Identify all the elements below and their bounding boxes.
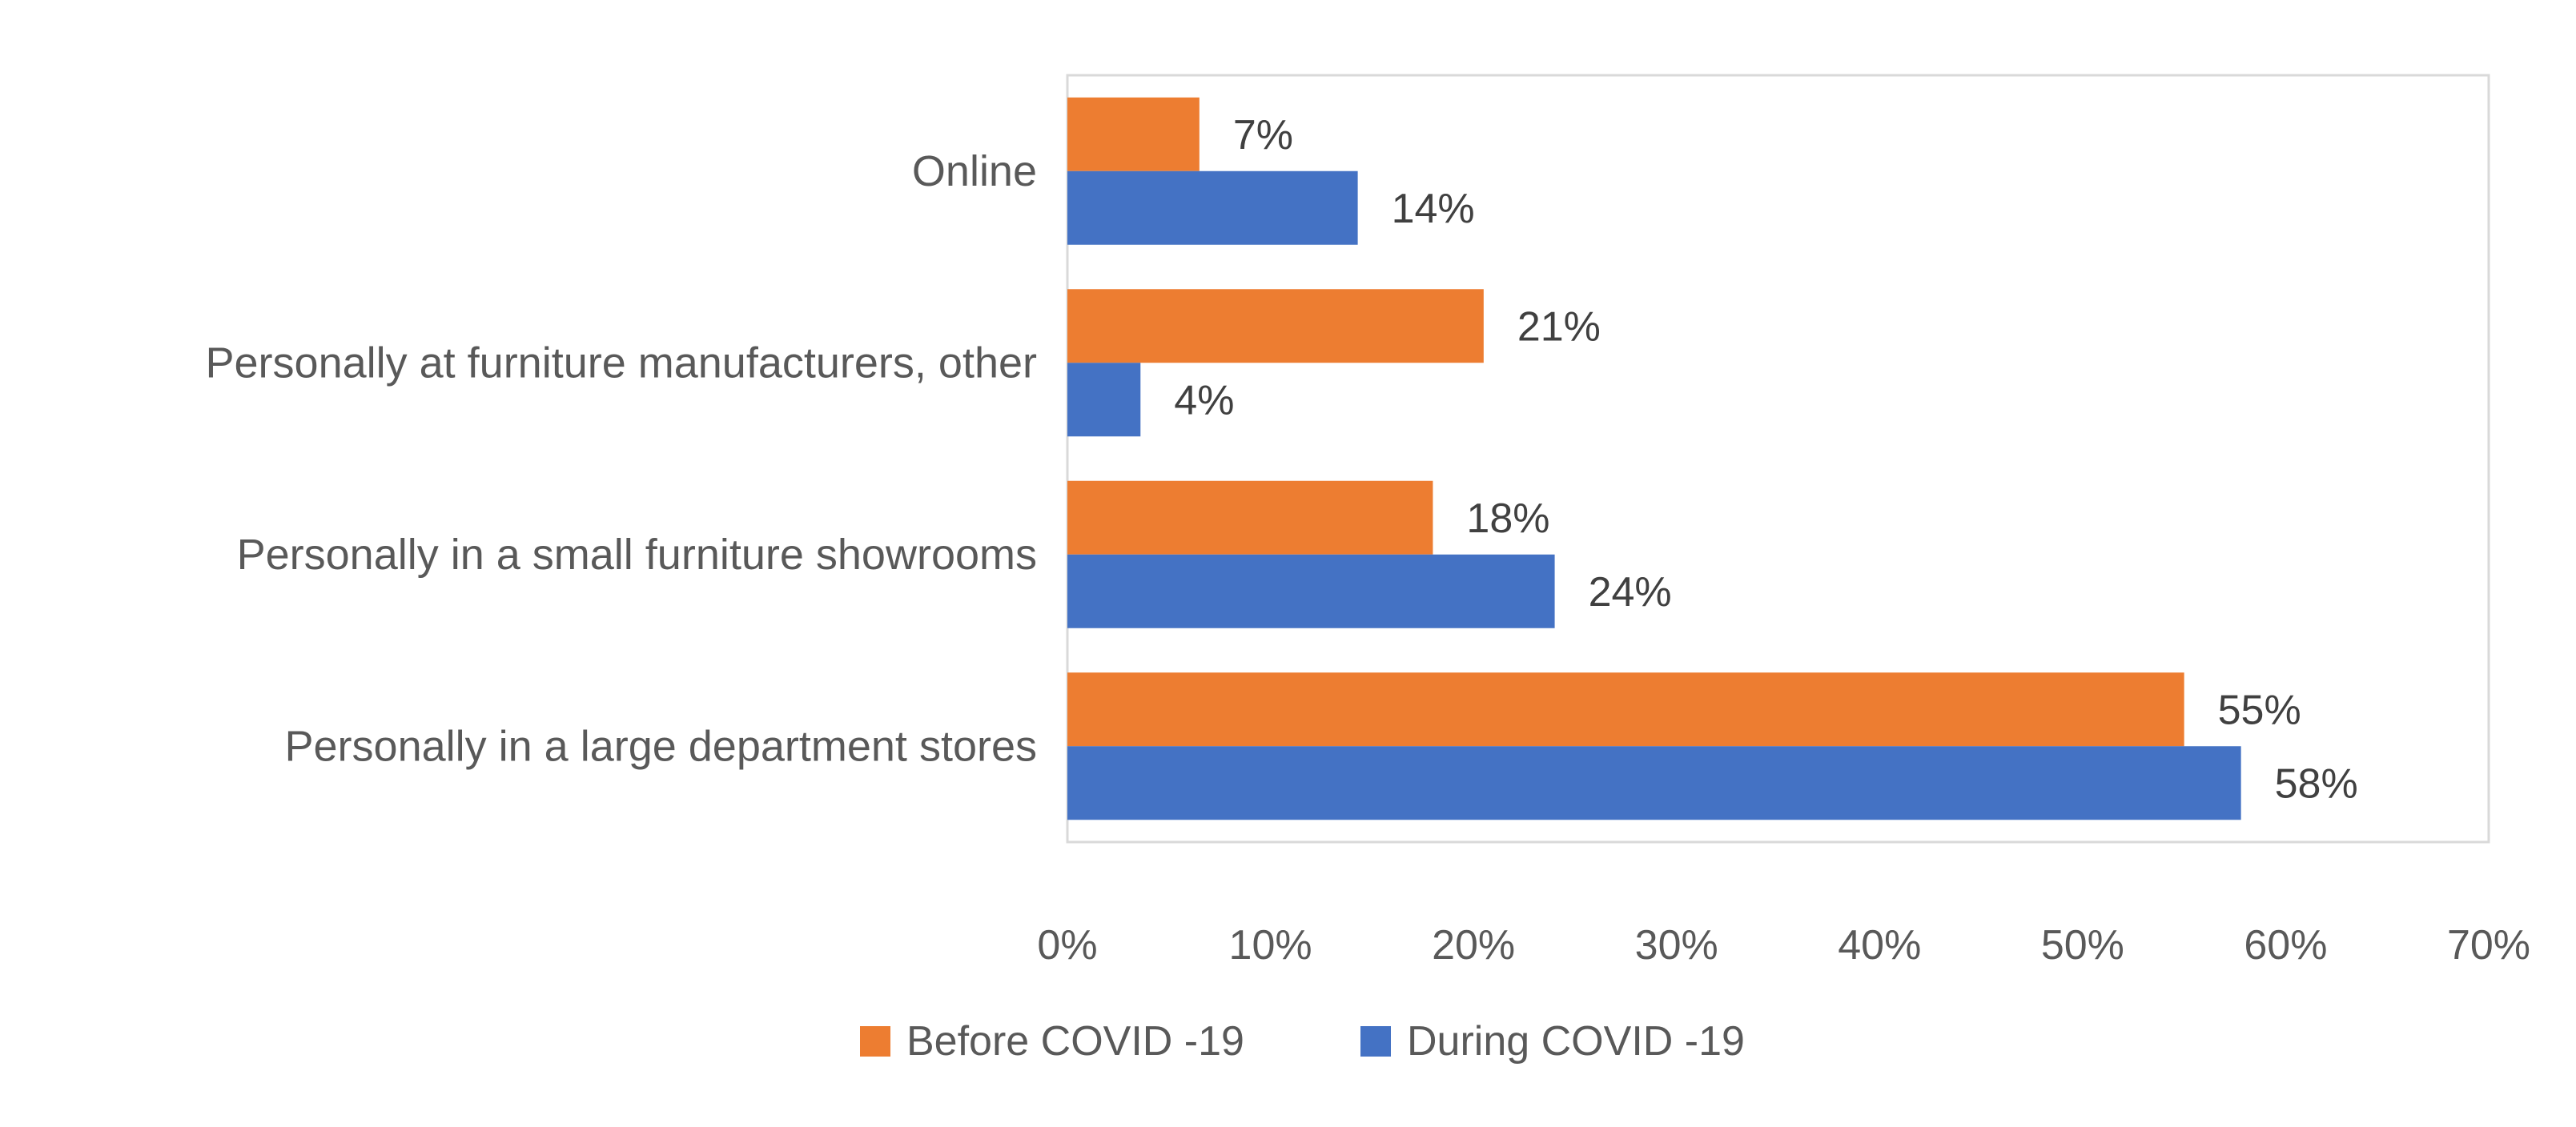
labels-layer: Online 7% 14% Personally at furniture manuf… <box>206 112 2358 808</box>
x-tick-label: 70% <box>2447 922 2530 969</box>
data-label: 7% <box>1233 112 1293 158</box>
bar-before-covid <box>1067 97 1200 171</box>
bar-before-covid <box>1067 289 1484 363</box>
bar-during-covid <box>1067 746 2241 820</box>
x-tick-label: 60% <box>2244 922 2327 969</box>
plot-area-border <box>1066 74 2490 844</box>
legend-swatch-before <box>860 1026 890 1057</box>
data-label: 58% <box>2275 760 2358 807</box>
legend-swatch-during <box>1360 1026 1391 1057</box>
bars-layer <box>1067 97 2241 820</box>
legend: Before COVID -19 During COVID -19 <box>860 1018 1745 1065</box>
category-label: Online <box>912 147 1037 195</box>
bar-during-covid <box>1067 554 1555 628</box>
data-label: 55% <box>2218 687 2301 733</box>
category-label: Personally in a large department stores <box>285 722 1038 770</box>
legend-label: During COVID -19 <box>1407 1018 1745 1065</box>
data-label: 14% <box>1392 186 1475 232</box>
x-tick-label: 20% <box>1432 922 1515 969</box>
legend-label: Before COVID -19 <box>906 1018 1244 1065</box>
x-tick-label: 0% <box>1037 922 1097 969</box>
data-label: 21% <box>1517 303 1601 350</box>
x-tick-label: 50% <box>2041 922 2124 969</box>
x-tick-label: 40% <box>1838 922 1921 969</box>
x-tick-label: 30% <box>1635 922 1718 969</box>
data-label: 4% <box>1174 377 1234 423</box>
data-label: 18% <box>1466 495 1549 542</box>
x-axis-ticks: 0% 10% 20% 30% 40% 50% 60% 70% <box>1037 922 2530 969</box>
bar-before-covid <box>1067 480 1433 555</box>
bar-during-covid <box>1067 170 1358 245</box>
data-label: 24% <box>1589 569 1672 616</box>
x-tick-label: 10% <box>1229 922 1312 969</box>
category-label: Personally in a small furniture showroom… <box>237 531 1037 579</box>
bar-before-covid <box>1067 672 2184 747</box>
category-label: Personally at furniture manufacturers, o… <box>206 339 1038 387</box>
bar-during-covid <box>1067 363 1141 437</box>
